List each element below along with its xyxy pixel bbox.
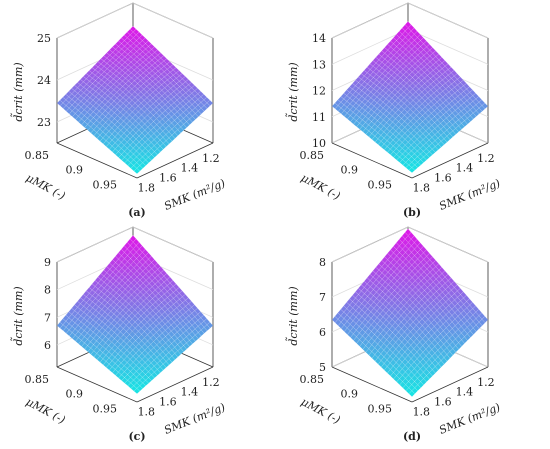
surface-mesh [331,21,489,174]
z-tick-label: 23 [37,116,51,129]
z-tick-label: 25 [37,32,51,45]
z-tick-label: 8 [44,284,51,297]
gridline-z [331,28,409,65]
z-tick-label: 7 [44,311,51,324]
y-tick-label: 1.8 [413,182,431,195]
z-tick-label: 11 [312,111,326,124]
z-tick-label: 8 [319,256,326,269]
z-tick-label: 24 [37,74,51,87]
x-tick-label: 0.9 [66,164,84,177]
gridline-z [56,226,134,263]
axis-y-line [136,142,214,179]
panel-caption: (d) [403,430,421,443]
gridline-z [331,226,409,263]
gridline-z [407,226,489,263]
surface-cell [206,99,214,107]
y-tick-label: 1.6 [434,172,452,185]
y-tick-label: 1.6 [159,396,177,409]
axis-x-line [331,366,413,403]
y-tick-label: 1.2 [477,152,495,165]
y-tick-label: 1.2 [202,152,220,165]
y-tick-label: 1.6 [159,172,177,185]
chart-panel-b: 10 11 12 13 14 d̃crit (mm) 0.85 0.9 0.95 μMK (-) 1… [286,2,502,219]
y-tick-label: 1.2 [202,376,220,389]
x-tick-label: 0.85 [25,373,50,386]
axis-x-line [56,142,138,179]
surface-cell [481,102,489,110]
y-tick-label: 1.4 [181,386,199,399]
z-axis-label: d̃crit (mm) [11,62,25,121]
z-tick-label: 13 [312,58,326,71]
z-axis-label: d̃crit (mm) [11,286,25,345]
gridline-z [56,2,134,39]
y-tick-label: 1.4 [456,386,474,399]
x-tick-label: 0.95 [93,403,118,416]
x-axis-label: μMK (-) [24,171,68,202]
z-tick-label: 14 [312,32,326,45]
surface-cell [206,321,214,329]
y-tick-label: 1.8 [138,406,156,419]
panel-caption: (c) [128,430,145,443]
y-tick-label: 1.6 [434,396,452,409]
panel-caption: (a) [128,206,146,219]
z-axis-label: d̃crit (mm) [286,62,300,121]
x-axis-label: μMK (-) [24,395,68,426]
y-tick-label: 1.8 [413,406,431,419]
z-tick-label: 9 [44,256,51,269]
x-tick-label: 0.9 [341,388,359,401]
x-axis-label: μMK (-) [299,171,343,202]
z-tick-label: 12 [312,85,326,98]
gridline-z [407,2,489,39]
chart-panel-d: 5 6 7 8 d̃crit (mm) 0.85 0.9 0.95 μMK (-) 1.81.6 1… [286,226,502,443]
panel-caption: (b) [403,206,421,219]
axis-x-line [56,366,138,403]
chart-panel-c: 6 7 8 9 d̃crit (mm) 0.85 0.9 0.95 μMK (-) 1.81.6 1… [11,226,227,443]
x-tick-label: 0.85 [25,149,50,162]
x-tick-label: 0.9 [341,164,359,177]
z-tick-label: 5 [319,361,326,374]
x-axis-label: μMK (-) [299,395,343,426]
z-tick-label: 7 [319,291,326,304]
axis-y-line [136,366,214,403]
surface-cell [481,316,489,323]
surface-mesh [331,228,489,398]
z-axis-label: d̃crit (mm) [286,286,300,345]
z-tick-label: 10 [312,137,326,150]
x-tick-label: 0.85 [300,149,325,162]
surface-mesh [56,25,214,175]
x-tick-label: 0.9 [66,388,84,401]
x-tick-label: 0.95 [93,179,118,192]
axis-y-line [411,142,489,179]
gridline-z [132,226,214,263]
axis-y-line [411,366,489,403]
axis-x-line [331,142,413,179]
x-tick-label: 0.95 [368,179,393,192]
y-tick-label: 1.2 [477,376,495,389]
z-tick-label: 6 [44,339,51,352]
gridline-z [407,28,489,65]
x-tick-label: 0.95 [368,403,393,416]
gridline-z [331,2,409,39]
y-tick-label: 1.8 [138,182,156,195]
surface-mesh [56,234,214,394]
y-tick-label: 1.4 [181,162,199,175]
gridline-z [132,2,214,39]
z-tick-label: 6 [319,326,326,339]
x-tick-label: 0.85 [300,373,325,386]
y-tick-label: 1.4 [456,162,474,175]
